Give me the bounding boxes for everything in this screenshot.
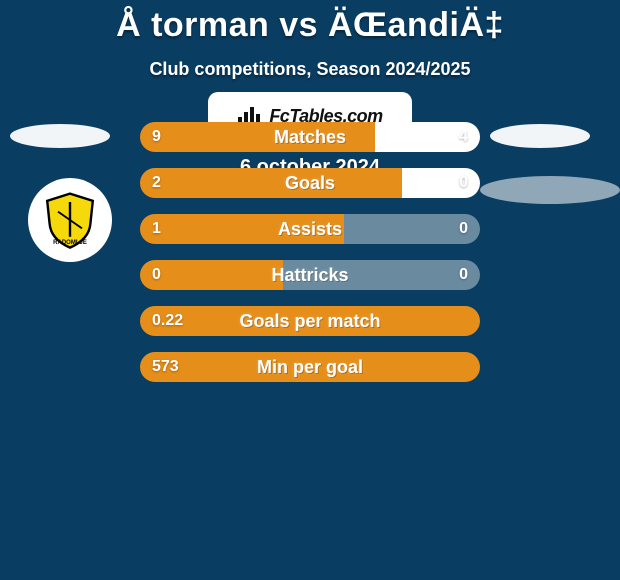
stat-segment-left xyxy=(140,214,344,244)
player-left-head xyxy=(10,124,110,148)
stat-track xyxy=(140,168,480,198)
page-subtitle: Club competitions, Season 2024/2025 xyxy=(0,59,620,80)
stat-track xyxy=(140,306,480,336)
stat-segment-right xyxy=(344,214,480,244)
stat-segment-left xyxy=(140,260,283,290)
player-right-torso xyxy=(480,176,620,204)
stat-bars: Matches94 Goals20 Assists10 Hattricks00 Goal… xyxy=(140,122,480,398)
stat-segment-right xyxy=(402,168,480,198)
svg-text:RADOMLJE: RADOMLJE xyxy=(53,240,87,246)
stat-segment-left xyxy=(140,352,480,382)
stat-row: Goals per match0.22 xyxy=(140,306,480,336)
stat-row: Matches94 xyxy=(140,122,480,152)
stat-track xyxy=(140,352,480,382)
stat-segment-left xyxy=(140,122,375,152)
stat-row: Min per goal573 xyxy=(140,352,480,382)
shield-icon: RADOMLJE xyxy=(40,190,100,250)
club-badge: RADOMLJE xyxy=(28,178,112,262)
stat-segment-right xyxy=(375,122,480,152)
stat-track xyxy=(140,214,480,244)
stat-segment-right xyxy=(283,260,480,290)
stat-track xyxy=(140,122,480,152)
stat-row: Assists10 xyxy=(140,214,480,244)
stat-segment-left xyxy=(140,306,480,336)
stat-row: Hattricks00 xyxy=(140,260,480,290)
player-right-head xyxy=(490,124,590,148)
stat-row: Goals20 xyxy=(140,168,480,198)
stat-segment-left xyxy=(140,168,402,198)
stat-track xyxy=(140,260,480,290)
page-title: Å torman vs ÄŒandiÄ‡ xyxy=(0,0,620,45)
